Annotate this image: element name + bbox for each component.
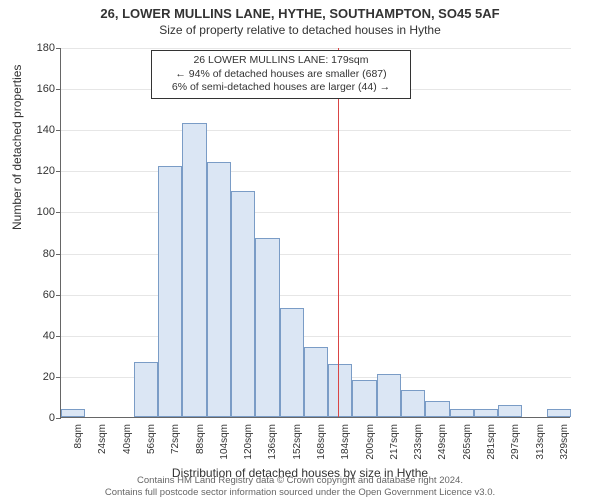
y-tick-label: 180	[21, 42, 55, 54]
x-tick-label: 88sqm	[195, 424, 206, 464]
x-tick-label: 72sqm	[170, 424, 181, 464]
x-tick-label: 152sqm	[292, 424, 303, 464]
annotation-line-1: 26 LOWER MULLINS LANE: 179sqm	[160, 54, 402, 68]
reference-line	[338, 48, 339, 417]
histogram-bar	[328, 364, 352, 417]
histogram-bar	[547, 409, 571, 417]
y-tick-label: 80	[21, 248, 55, 260]
footer-attribution: Contains HM Land Registry data © Crown c…	[0, 475, 600, 498]
histogram-bar	[450, 409, 474, 417]
x-tick-label: 104sqm	[219, 424, 230, 464]
footer-line-1: Contains HM Land Registry data © Crown c…	[0, 475, 600, 486]
y-tick-label: 40	[21, 330, 55, 342]
annotation-line-3: 6% of semi-detached houses are larger (4…	[160, 81, 402, 95]
y-tick-label: 20	[21, 371, 55, 383]
x-tick-label: 200sqm	[365, 424, 376, 464]
x-tick-label: 40sqm	[122, 424, 133, 464]
histogram-bar	[352, 380, 376, 417]
x-tick-label: 120sqm	[243, 424, 254, 464]
histogram-bar	[474, 409, 498, 417]
x-tick-label: 168sqm	[316, 424, 327, 464]
x-tick-label: 297sqm	[510, 424, 521, 464]
x-tick-label: 313sqm	[535, 424, 546, 464]
histogram-bar	[207, 162, 231, 417]
y-tick-label: 100	[21, 206, 55, 218]
x-tick-label: 249sqm	[437, 424, 448, 464]
histogram-bar	[255, 238, 279, 417]
x-tick-label: 136sqm	[267, 424, 278, 464]
y-tick-label: 60	[21, 289, 55, 301]
annotation-callout: 26 LOWER MULLINS LANE: 179sqm← 94% of de…	[151, 50, 411, 99]
y-tick-label: 140	[21, 124, 55, 136]
histogram-bar	[61, 409, 85, 417]
histogram-bar	[134, 362, 158, 418]
x-tick-label: 281sqm	[486, 424, 497, 464]
histogram-bar	[231, 191, 255, 417]
x-tick-label: 233sqm	[413, 424, 424, 464]
histogram-bar	[158, 166, 182, 417]
annotation-line-2: ← 94% of detached houses are smaller (68…	[160, 68, 402, 82]
x-tick-label: 24sqm	[97, 424, 108, 464]
x-tick-label: 56sqm	[146, 424, 157, 464]
y-tick-label: 0	[21, 412, 55, 424]
histogram-bar	[401, 390, 425, 417]
x-tick-label: 184sqm	[340, 424, 351, 464]
histogram-bar	[498, 405, 522, 417]
histogram-bar	[377, 374, 401, 417]
y-tick-label: 160	[21, 83, 55, 95]
x-tick-label: 217sqm	[389, 424, 400, 464]
x-tick-label: 329sqm	[559, 424, 570, 464]
histogram-bar	[182, 123, 206, 417]
histogram-bar	[280, 308, 304, 417]
x-tick-label: 265sqm	[462, 424, 473, 464]
histogram-bar	[304, 347, 328, 417]
histogram-chart: 0204060801001201401601808sqm24sqm40sqm56…	[60, 48, 570, 418]
x-tick-label: 8sqm	[73, 424, 84, 464]
page-subtitle: Size of property relative to detached ho…	[0, 23, 600, 37]
footer-line-2: Contains full postcode sector informatio…	[0, 487, 600, 498]
histogram-bar	[425, 401, 449, 417]
y-tick-label: 120	[21, 165, 55, 177]
page-title: 26, LOWER MULLINS LANE, HYTHE, SOUTHAMPT…	[0, 6, 600, 21]
